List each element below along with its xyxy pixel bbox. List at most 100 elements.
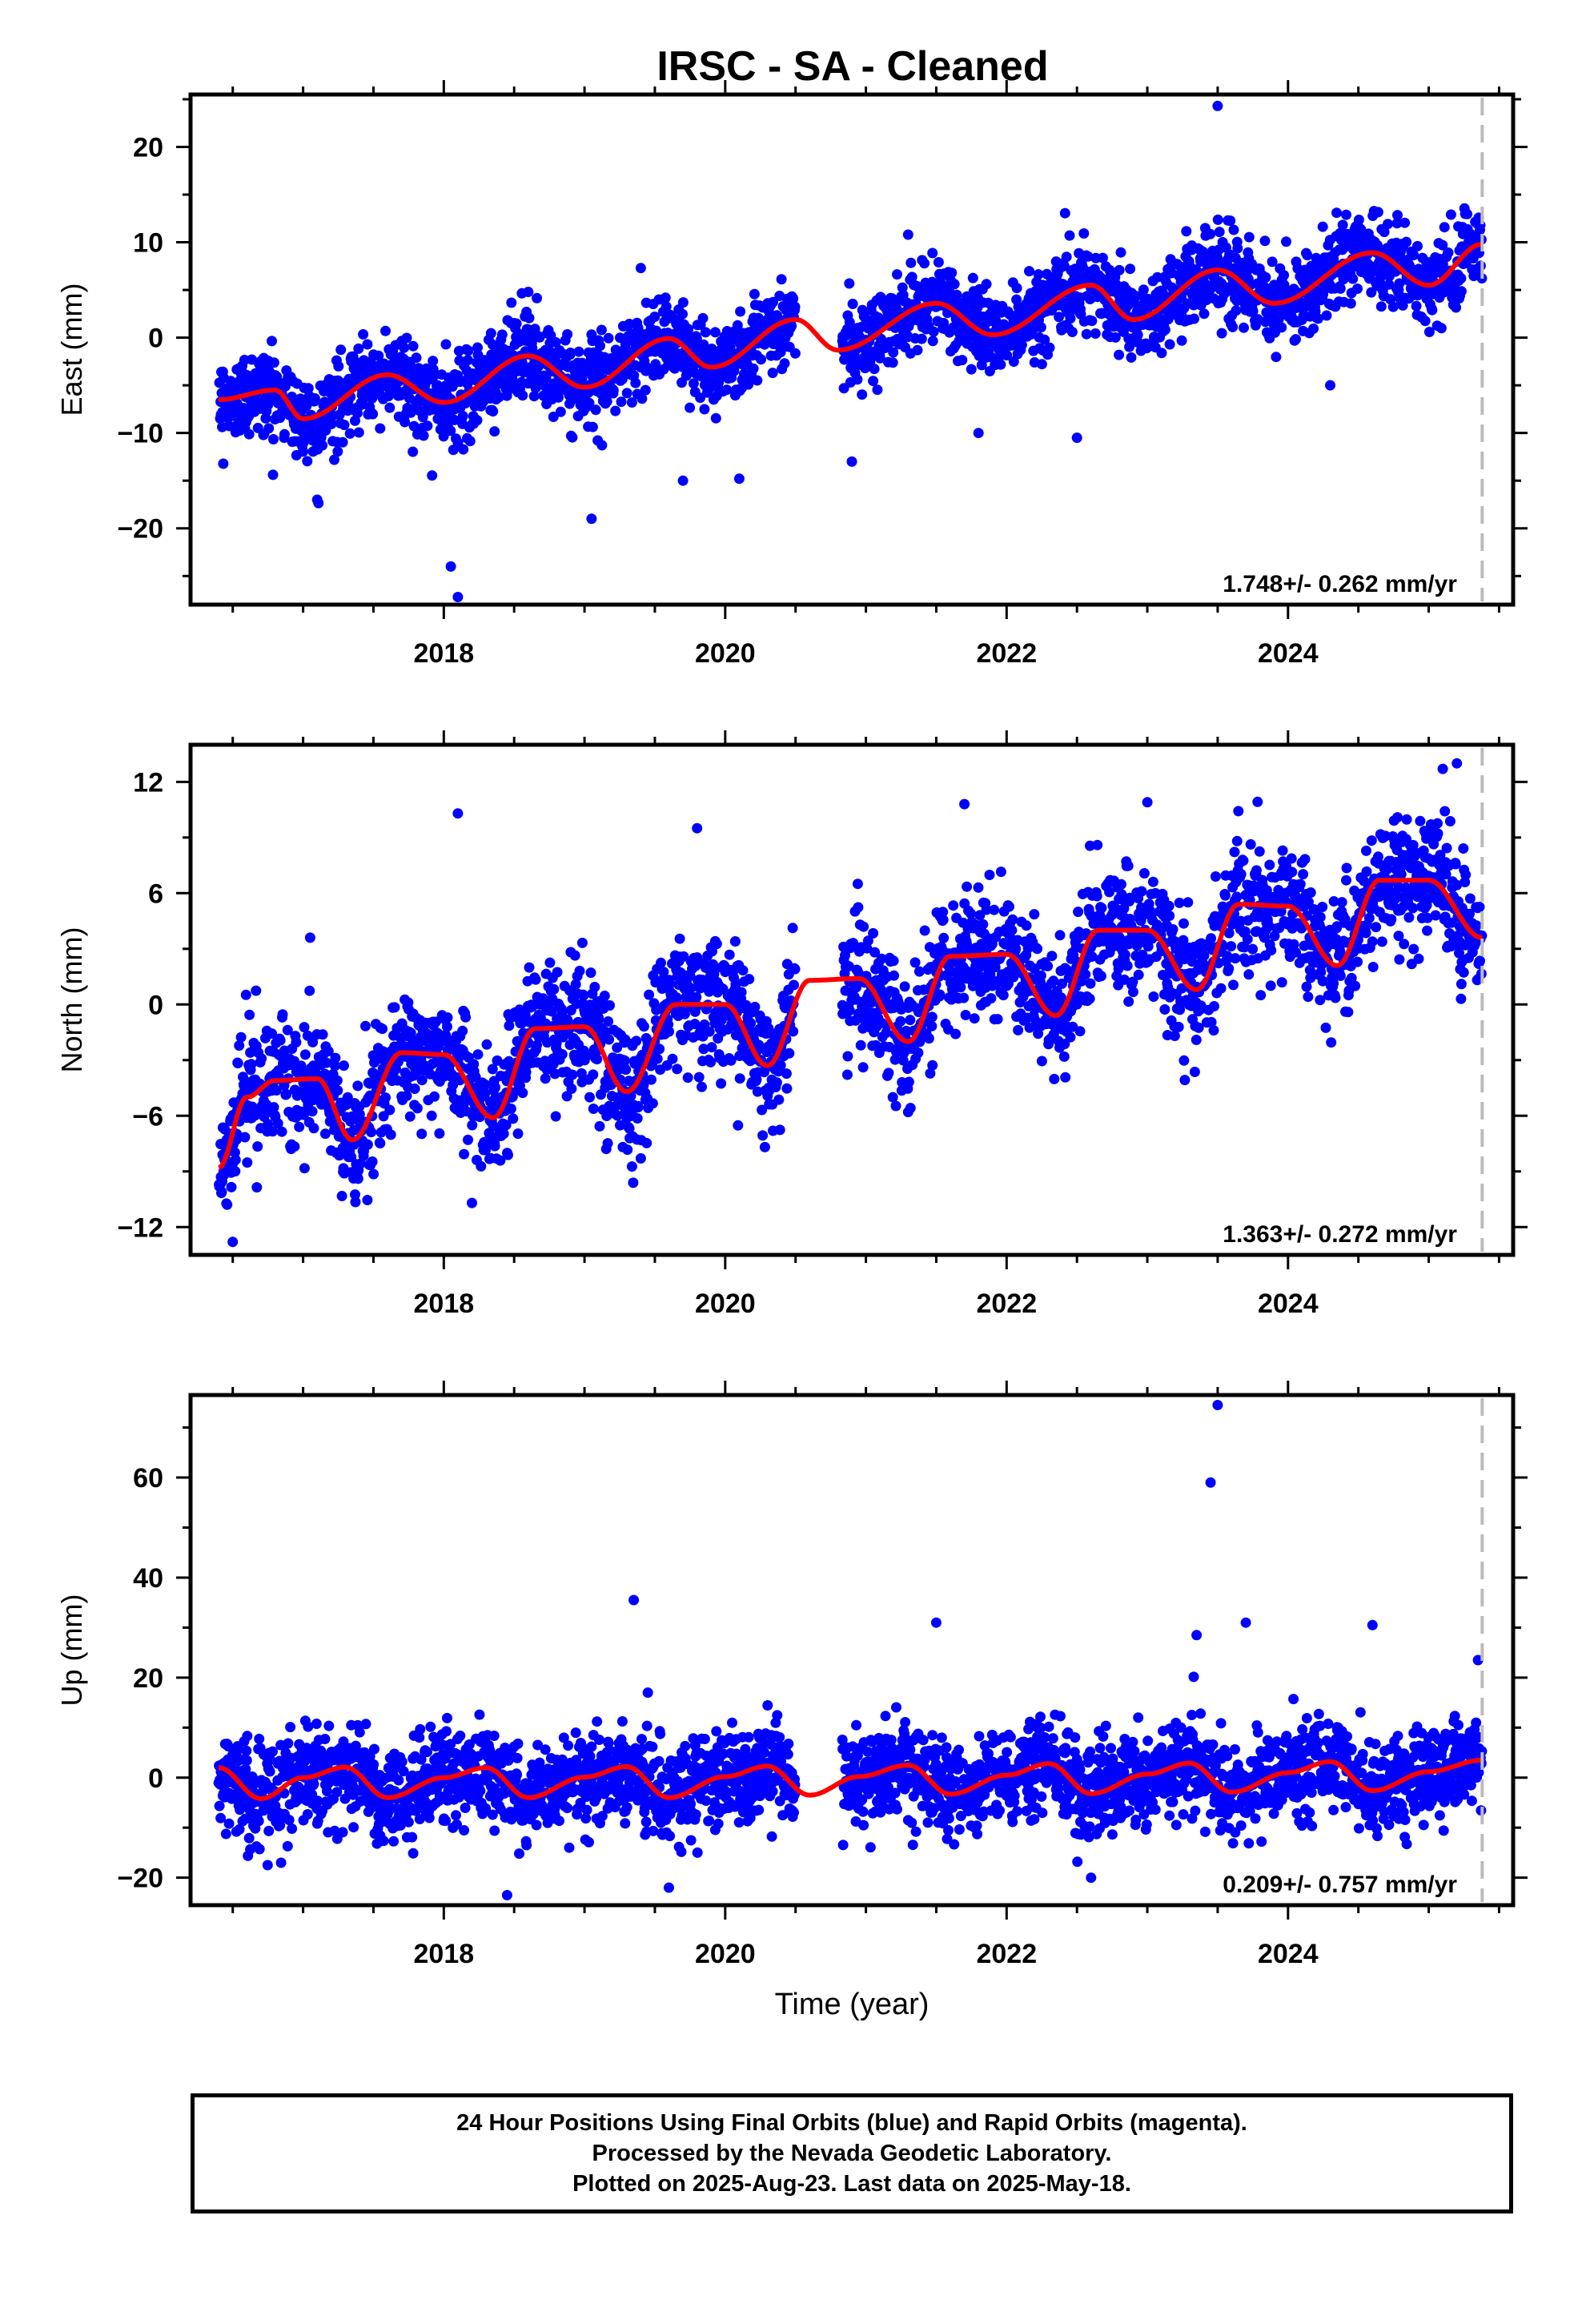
data-point: [298, 446, 308, 457]
data-point: [528, 391, 540, 402]
data-point: [1026, 294, 1038, 305]
data-point: [501, 390, 512, 401]
data-point: [1178, 1055, 1190, 1066]
data-point: [464, 436, 476, 447]
data-point: [734, 1073, 745, 1084]
data-point: [1205, 228, 1216, 239]
data-point: [546, 1006, 557, 1017]
data-point: [498, 1128, 509, 1140]
data-point: [708, 959, 718, 970]
data-point: [1066, 327, 1078, 337]
data-point: [678, 951, 689, 962]
data-point: [1176, 983, 1187, 994]
data-point: [789, 348, 801, 359]
data-point: [380, 1092, 391, 1104]
chart-title: IRSC - SA - Cleaned: [656, 43, 1048, 90]
data-point: [429, 1091, 440, 1102]
data-point: [767, 368, 778, 379]
data-point: [919, 258, 930, 269]
data-point: [905, 257, 917, 268]
data-point: [457, 411, 468, 421]
data-point: [912, 344, 923, 356]
outlier-point: [635, 263, 646, 274]
data-point: [731, 978, 742, 989]
data-point: [757, 1130, 769, 1141]
data-point: [1065, 1031, 1076, 1043]
data-point: [1321, 310, 1332, 321]
data-point: [552, 967, 563, 978]
data-point: [786, 320, 797, 332]
data-point: [512, 1128, 524, 1140]
data-point: [1082, 251, 1094, 262]
data-point: [745, 1018, 757, 1029]
data-point: [1353, 215, 1364, 225]
data-point: [1036, 1055, 1047, 1067]
outlier-point: [846, 456, 857, 467]
outlier-point: [1212, 100, 1223, 111]
data-point: [279, 428, 290, 440]
data-point: [405, 407, 416, 418]
data-point: [590, 404, 601, 416]
outlier-point: [677, 475, 689, 486]
data-point: [1138, 868, 1150, 879]
data-point: [271, 1085, 282, 1096]
data-point: [709, 327, 721, 338]
data-point: [857, 389, 868, 400]
data-point: [789, 963, 801, 975]
data-point: [472, 342, 483, 353]
data-point: [608, 384, 619, 396]
data-point: [362, 1139, 373, 1150]
data-point: [1260, 271, 1271, 283]
data-point: [774, 1124, 785, 1136]
data-point: [1372, 207, 1383, 218]
data-point: [725, 1055, 737, 1066]
y-tick-label: 0: [148, 324, 163, 354]
data-point: [1212, 214, 1223, 225]
data-point: [962, 881, 973, 892]
data-point: [508, 1113, 519, 1124]
data-point: [1085, 978, 1096, 989]
data-point: [1032, 943, 1043, 955]
data-point: [1214, 227, 1225, 238]
data-point: [1279, 270, 1290, 281]
data-point: [1419, 316, 1431, 327]
data-point: [1096, 903, 1107, 914]
data-point: [350, 1196, 361, 1208]
data-point: [1331, 207, 1342, 219]
data-point: [995, 866, 1006, 878]
data-point: [841, 1069, 853, 1080]
data-point: [319, 1068, 331, 1080]
data-point: [1379, 227, 1390, 238]
data-point: [691, 333, 702, 344]
data-point: [973, 882, 984, 893]
data-point: [234, 1040, 245, 1051]
data-point: [244, 1009, 255, 1020]
data-point: [887, 357, 898, 368]
data-point: [756, 354, 767, 365]
data-point: [1044, 342, 1055, 353]
data-point: [476, 1160, 487, 1172]
rate-label: 1.748+/- 0.262 mm/yr: [1223, 571, 1457, 597]
data-point: [1173, 1021, 1184, 1032]
data-point: [905, 1015, 916, 1026]
data-point: [789, 301, 801, 312]
data-point: [1352, 283, 1363, 294]
data-point: [1355, 224, 1367, 235]
data-point: [267, 336, 277, 347]
data-point: [428, 356, 439, 367]
data-point: [1096, 971, 1106, 982]
outlier-point: [1071, 432, 1082, 444]
data-point: [585, 967, 596, 979]
data-point: [472, 415, 483, 426]
data-point: [889, 970, 900, 981]
data-point: [463, 355, 473, 366]
data-point: [555, 406, 566, 417]
data-point: [1159, 324, 1170, 336]
data-point: [409, 1084, 420, 1094]
data-point: [1048, 975, 1059, 987]
data-point: [588, 1069, 599, 1080]
data-point: [1247, 306, 1259, 317]
data-point: [331, 1075, 343, 1086]
data-point: [1130, 291, 1142, 302]
data-point: [576, 1068, 587, 1079]
